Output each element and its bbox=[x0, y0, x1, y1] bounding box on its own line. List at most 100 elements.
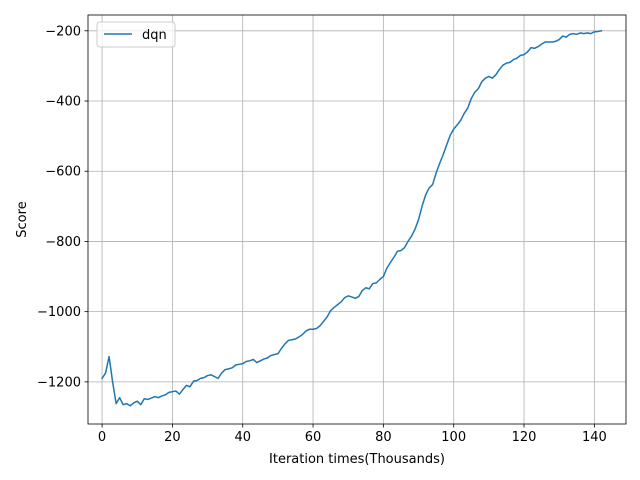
data-point bbox=[516, 58, 517, 59]
data-point bbox=[548, 41, 549, 42]
data-point bbox=[576, 34, 577, 35]
x-tick-label: 20 bbox=[164, 430, 181, 445]
data-point bbox=[467, 107, 468, 108]
data-point bbox=[161, 395, 162, 396]
data-point bbox=[312, 329, 313, 330]
data-point bbox=[552, 41, 553, 42]
data-point bbox=[256, 362, 257, 363]
data-point bbox=[425, 195, 426, 196]
data-point bbox=[168, 392, 169, 393]
data-point bbox=[527, 51, 528, 52]
data-point bbox=[443, 154, 444, 155]
data-point bbox=[587, 32, 588, 33]
data-point bbox=[130, 405, 131, 406]
data-point bbox=[295, 338, 296, 339]
data-point bbox=[386, 268, 387, 269]
data-point bbox=[534, 48, 535, 49]
data-point bbox=[221, 372, 222, 373]
data-point bbox=[253, 359, 254, 360]
data-point bbox=[460, 120, 461, 121]
x-tick-label: 80 bbox=[375, 430, 392, 445]
data-point bbox=[601, 30, 602, 31]
data-point bbox=[291, 339, 292, 340]
data-point bbox=[590, 33, 591, 34]
data-point bbox=[397, 251, 398, 252]
data-point bbox=[418, 219, 419, 220]
data-point bbox=[267, 357, 268, 358]
data-point bbox=[334, 307, 335, 308]
data-point bbox=[263, 358, 264, 359]
data-point bbox=[123, 404, 124, 405]
data-point bbox=[277, 353, 278, 354]
x-tick-label: 140 bbox=[582, 430, 607, 445]
data-point bbox=[372, 283, 373, 284]
data-point bbox=[492, 78, 493, 79]
data-point bbox=[186, 385, 187, 386]
data-point bbox=[545, 41, 546, 42]
data-point bbox=[175, 390, 176, 391]
data-point bbox=[569, 34, 570, 35]
data-point bbox=[260, 360, 261, 361]
data-point bbox=[101, 378, 102, 379]
data-point bbox=[583, 33, 584, 34]
data-point bbox=[407, 241, 408, 242]
data-point bbox=[597, 31, 598, 32]
data-point bbox=[182, 389, 183, 390]
data-point bbox=[355, 298, 356, 299]
data-point bbox=[573, 33, 574, 34]
data-point bbox=[566, 37, 567, 38]
data-point bbox=[330, 310, 331, 311]
plot-area bbox=[87, 14, 627, 425]
data-point bbox=[109, 356, 110, 357]
data-point bbox=[214, 376, 215, 377]
data-point bbox=[154, 396, 155, 397]
x-tick-label: 0 bbox=[98, 430, 106, 445]
data-point bbox=[400, 250, 401, 251]
data-point bbox=[404, 247, 405, 248]
data-point bbox=[348, 295, 349, 296]
data-point bbox=[270, 355, 271, 356]
data-point bbox=[235, 364, 236, 365]
data-point bbox=[365, 287, 366, 288]
data-point bbox=[562, 35, 563, 36]
y-axis-label: Score bbox=[15, 201, 30, 237]
x-tick-label: 60 bbox=[305, 430, 322, 445]
data-point bbox=[344, 297, 345, 298]
data-point bbox=[436, 172, 437, 173]
data-point bbox=[594, 31, 595, 32]
data-point bbox=[523, 54, 524, 55]
data-point bbox=[305, 330, 306, 331]
data-point bbox=[298, 336, 299, 337]
x-tick-label: 40 bbox=[234, 430, 251, 445]
data-point bbox=[513, 59, 514, 60]
data-point bbox=[376, 282, 377, 283]
data-point bbox=[537, 46, 538, 47]
data-point bbox=[309, 329, 310, 330]
y-tick-label: −800 bbox=[45, 235, 81, 250]
data-point bbox=[379, 279, 380, 280]
data-point bbox=[450, 135, 451, 136]
data-point bbox=[485, 78, 486, 79]
data-point bbox=[457, 124, 458, 125]
data-point bbox=[351, 296, 352, 297]
data-point bbox=[432, 184, 433, 185]
data-point bbox=[288, 340, 289, 341]
series-layer bbox=[101, 29, 603, 407]
data-point bbox=[196, 380, 197, 381]
data-point bbox=[133, 402, 134, 403]
y-tick-label: −400 bbox=[45, 95, 81, 110]
data-point bbox=[112, 381, 113, 382]
data-point bbox=[481, 81, 482, 82]
legend-label-dqn: dqn bbox=[142, 28, 167, 43]
data-point bbox=[474, 92, 475, 93]
data-point bbox=[499, 69, 500, 70]
data-point bbox=[172, 391, 173, 392]
data-point bbox=[165, 394, 166, 395]
y-tick-label: −1000 bbox=[37, 305, 81, 320]
data-point bbox=[478, 88, 479, 89]
data-point bbox=[203, 377, 204, 378]
data-point bbox=[274, 354, 275, 355]
data-point bbox=[337, 304, 338, 305]
data-point bbox=[200, 378, 201, 379]
